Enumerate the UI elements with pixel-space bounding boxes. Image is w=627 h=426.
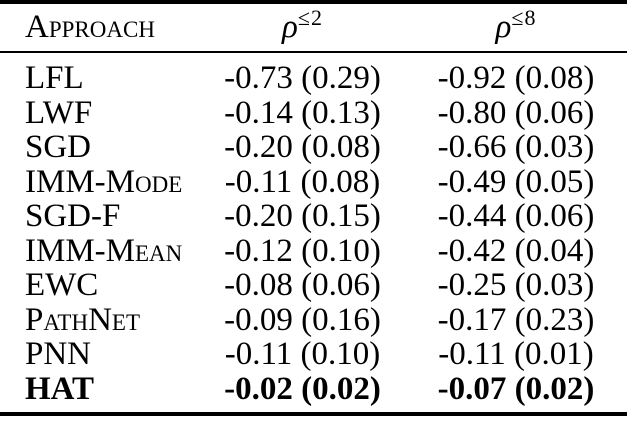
rho-leq2-value: -0.08 (0.06) xyxy=(224,267,381,303)
rho-leq8-value: -0.17 (0.23) xyxy=(437,301,595,338)
rho-symbol: ρ xyxy=(282,9,298,46)
approach-label: PathNet xyxy=(25,301,141,338)
bottom-rule xyxy=(0,412,627,416)
rho-leq2-value: -0.11 (0.08) xyxy=(224,163,381,200)
approach-label: HAT xyxy=(25,370,95,407)
approach-label: LFL xyxy=(25,60,84,96)
rho-leq8-superscript: ≤8 xyxy=(511,5,537,31)
rho-leq2-value: -0.20 (0.08) xyxy=(224,129,381,165)
approach-label: SGD xyxy=(25,129,92,165)
rho-leq2-value: -0.02 (0.02) xyxy=(224,370,381,407)
approach-label: LWF xyxy=(25,94,93,131)
column-header-rho-leq2: ρ≤2 xyxy=(200,7,405,46)
table-row: LFL -0.73 (0.29) -0.92 (0.08) xyxy=(0,61,627,96)
rho-leq2-value: -0.09 (0.16) xyxy=(224,301,381,338)
table-row: IMM-Mode -0.11 (0.08) -0.49 (0.05) xyxy=(0,163,627,200)
rho-leq8-value: -0.66 (0.03) xyxy=(437,129,595,165)
rho-leq8-value: -0.25 (0.03) xyxy=(437,267,595,303)
table-header-row: Approach ρ≤2 ρ≤8 xyxy=(0,4,627,51)
rho-leq8-value: -0.07 (0.02) xyxy=(437,370,595,407)
rho-leq2-superscript: ≤2 xyxy=(297,5,323,31)
rho-leq8-value: -0.92 (0.08) xyxy=(437,60,595,96)
rho-leq2-value: -0.14 (0.13) xyxy=(224,94,381,131)
rho-leq2-value: -0.20 (0.15) xyxy=(224,198,381,234)
rho-leq8-value: -0.42 (0.04) xyxy=(437,232,595,269)
column-header-rho-leq8: ρ≤8 xyxy=(405,7,627,46)
rho-leq2-value: -0.73 (0.29) xyxy=(224,60,381,96)
approach-label: IMM-Mode xyxy=(25,163,183,200)
approach-label: PNN xyxy=(25,336,92,372)
table-row: IMM-Mean -0.12 (0.10) -0.42 (0.04) xyxy=(0,232,627,269)
table-row: HAT -0.02 (0.02) -0.07 (0.02) xyxy=(0,370,627,407)
approach-label: SGD-F xyxy=(25,198,121,234)
rho-leq2-value: -0.11 (0.10) xyxy=(224,336,381,372)
rho-leq8-value: -0.80 (0.06) xyxy=(437,94,595,131)
table-row: PathNet -0.09 (0.16) -0.17 (0.23) xyxy=(0,301,627,338)
column-header-approach: Approach xyxy=(25,9,155,46)
rho-leq8-value: -0.44 (0.06) xyxy=(437,198,595,234)
approach-label: EWC xyxy=(25,267,99,303)
table-row: EWC -0.08 (0.06) -0.25 (0.03) xyxy=(0,268,627,303)
approach-label: IMM-Mean xyxy=(25,232,183,269)
table-row: LWF -0.14 (0.13) -0.80 (0.06) xyxy=(0,94,627,131)
top-rule xyxy=(0,0,627,4)
rho-symbol: ρ xyxy=(495,9,512,46)
rho-leq2-value: -0.12 (0.10) xyxy=(224,232,381,269)
rho-leq8-value: -0.11 (0.01) xyxy=(438,336,594,372)
rho-leq8-value: -0.49 (0.05) xyxy=(437,163,595,200)
table-row: PNN -0.11 (0.10) -0.11 (0.01) xyxy=(0,337,627,372)
table-body: LFL -0.73 (0.29) -0.92 (0.08) LWF -0.14 (0.1… xyxy=(0,53,627,406)
table-row: SGD -0.20 (0.08) -0.66 (0.03) xyxy=(0,130,627,165)
header-rule xyxy=(0,51,627,53)
table-row: SGD-F -0.20 (0.15) -0.44 (0.06) xyxy=(0,199,627,234)
